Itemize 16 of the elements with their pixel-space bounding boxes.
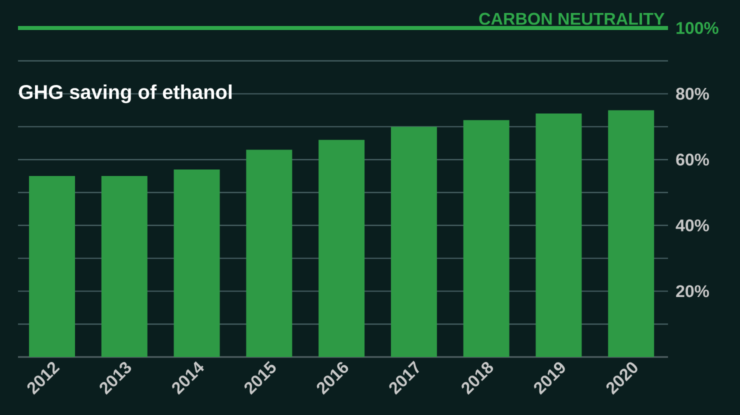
bar [536,114,582,357]
bar [101,176,148,357]
bar [246,150,292,357]
bar [29,176,76,357]
bar [390,126,437,357]
y-tick-label: 40% [676,219,709,232]
bar [174,169,220,357]
y-tick-label: 100% [676,22,718,34]
ref-line-label: CARBON NEUTRALITY [479,12,665,25]
bar [608,110,654,357]
bar [463,120,510,357]
y-tick-label: 20% [676,285,709,298]
y-tick-label: 80% [676,88,709,100]
y-tick-label: 60% [676,154,709,166]
bar [318,140,365,357]
text: GHG saving of ethanol [19,84,232,104]
